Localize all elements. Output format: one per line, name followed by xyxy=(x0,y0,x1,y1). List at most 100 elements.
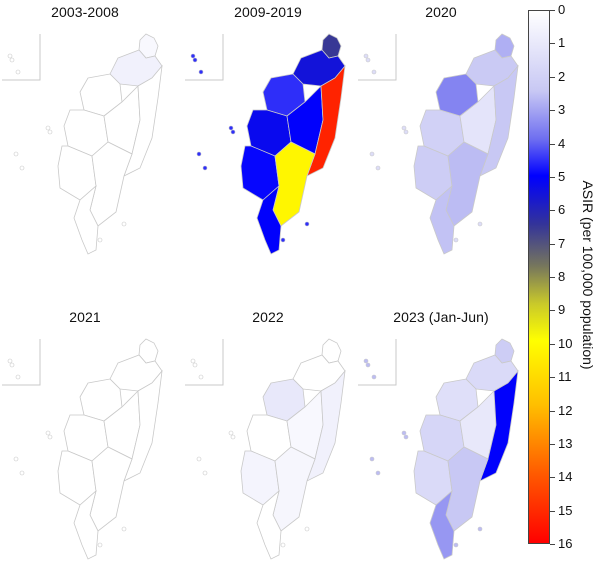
island-marker xyxy=(304,221,310,227)
region-south xyxy=(272,446,316,532)
island-marker xyxy=(228,125,234,131)
island-marker xyxy=(15,374,21,380)
region-southtip xyxy=(429,489,455,560)
island-marker xyxy=(477,221,483,227)
island-marker xyxy=(453,542,459,548)
scale-tick-label: 3 xyxy=(558,102,566,117)
scale-tick xyxy=(550,43,555,44)
taiwan-map xyxy=(2,33,163,255)
region-south xyxy=(89,446,133,532)
region-east xyxy=(479,369,519,482)
island-marker xyxy=(19,165,25,171)
inset-frame xyxy=(185,34,224,81)
region-south xyxy=(445,141,489,227)
island-marker xyxy=(97,542,103,548)
color-scale-bar xyxy=(528,10,550,544)
island-marker xyxy=(192,57,198,63)
island-marker xyxy=(190,358,196,364)
island-marker xyxy=(401,125,407,131)
island-marker xyxy=(280,237,286,243)
island-marker xyxy=(369,151,375,157)
scale-tick xyxy=(550,477,555,478)
scale-tick xyxy=(550,544,555,545)
scale-tick xyxy=(550,277,555,278)
scale-tick xyxy=(550,10,555,11)
panel-title: 2020 xyxy=(425,4,457,20)
island-marker xyxy=(365,362,371,368)
island-marker xyxy=(230,129,236,135)
island-marker xyxy=(375,470,381,476)
region-southtip xyxy=(429,184,455,255)
island-marker xyxy=(47,434,53,440)
island-marker xyxy=(363,53,369,59)
island-marker xyxy=(13,151,19,157)
region-east xyxy=(306,369,346,482)
inset-frame xyxy=(2,34,41,81)
map-panel: 2020 xyxy=(356,4,526,255)
scale-tick-label: 4 xyxy=(558,136,566,151)
taiwan-map xyxy=(2,338,163,560)
taiwan-map xyxy=(358,338,519,560)
island-marker xyxy=(371,69,377,75)
scale-tick xyxy=(550,310,555,311)
island-marker xyxy=(45,430,51,436)
scale-tick xyxy=(550,77,555,78)
region-southtip xyxy=(73,489,99,560)
scale-tick-label: 16 xyxy=(558,536,573,551)
panel-title: 2021 xyxy=(69,309,101,325)
scale-tick-label: 13 xyxy=(558,436,573,451)
island-marker xyxy=(375,165,381,171)
inset-frame xyxy=(358,34,397,81)
island-marker xyxy=(121,526,127,532)
panel-title: 2009-2019 xyxy=(234,4,302,20)
region-southtip xyxy=(256,489,282,560)
region-east xyxy=(306,64,346,177)
scale-tick xyxy=(550,377,555,378)
scale-tick-label: 15 xyxy=(558,503,573,518)
island-marker xyxy=(401,430,407,436)
island-marker xyxy=(198,69,204,75)
scale-tick xyxy=(550,177,555,178)
map-panel: 2009-2019 xyxy=(183,4,353,255)
scale-tick-label: 14 xyxy=(558,469,573,484)
region-south xyxy=(89,141,133,227)
island-marker xyxy=(19,470,25,476)
region-east xyxy=(123,369,163,482)
scale-tick-label: 6 xyxy=(558,202,566,217)
scale-tick-label: 7 xyxy=(558,236,566,251)
region-south xyxy=(445,446,489,532)
island-marker xyxy=(190,53,196,59)
island-marker xyxy=(202,165,208,171)
scale-tick xyxy=(550,344,555,345)
island-marker xyxy=(9,57,15,63)
panel-title: 2022 xyxy=(252,309,284,325)
island-marker xyxy=(304,526,310,532)
scale-tick xyxy=(550,511,555,512)
scale-tick-label: 12 xyxy=(558,403,573,418)
inset-frame xyxy=(2,339,41,386)
island-marker xyxy=(369,456,375,462)
map-panel: 2003-2008 xyxy=(0,4,170,255)
scale-tick xyxy=(550,411,555,412)
scale-tick xyxy=(550,210,555,211)
inset-frame xyxy=(185,339,224,386)
taiwan-map xyxy=(185,33,346,255)
map-panel: 2022 xyxy=(183,309,353,560)
island-marker xyxy=(196,151,202,157)
island-marker xyxy=(453,237,459,243)
scale-tick-label: 2 xyxy=(558,69,566,84)
region-south xyxy=(272,141,316,227)
region-southtip xyxy=(73,184,99,255)
island-marker xyxy=(7,358,13,364)
island-marker xyxy=(198,374,204,380)
island-marker xyxy=(371,374,377,380)
island-marker xyxy=(403,434,409,440)
island-marker xyxy=(202,470,208,476)
island-marker xyxy=(280,542,286,548)
island-marker xyxy=(192,362,198,368)
scale-tick-label: 5 xyxy=(558,169,566,184)
island-marker xyxy=(7,53,13,59)
scale-tick-label: 1 xyxy=(558,35,566,50)
island-marker xyxy=(365,57,371,63)
island-marker xyxy=(45,125,51,131)
